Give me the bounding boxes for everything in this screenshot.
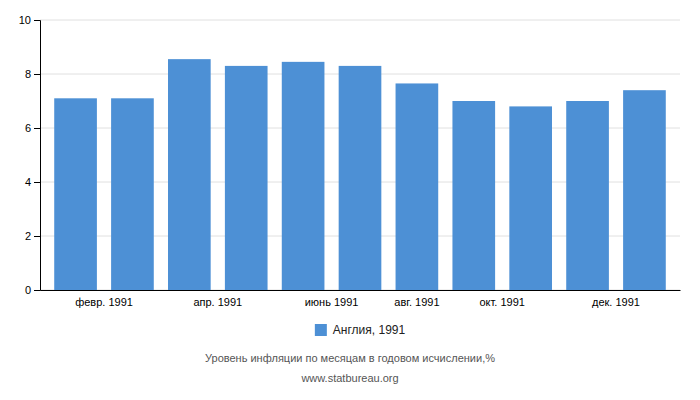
bar (111, 98, 154, 290)
bar (452, 101, 495, 290)
bars (54, 59, 666, 290)
bar (566, 101, 609, 290)
bar (339, 66, 382, 290)
x-tick-label: окт. 1991 (479, 296, 524, 308)
y-tick-label: 0 (25, 284, 31, 296)
x-tick-label: апр. 1991 (193, 296, 242, 308)
bar (168, 59, 211, 290)
y-tick: 2 (25, 230, 40, 242)
bar-series (54, 59, 666, 290)
x-tick: авг. 1991 (394, 296, 439, 308)
x-tick-label: авг. 1991 (394, 296, 439, 308)
bar (396, 83, 439, 290)
bar (54, 98, 97, 290)
x-tick: апр. 1991 (193, 296, 242, 308)
grid (40, 20, 680, 290)
x-tick: дек. 1991 (592, 296, 640, 308)
chart: февр. 1991 апр. 1991 июнь 1991 авг. 1991 окт… (0, 0, 700, 400)
y-tick-label: 4 (25, 176, 31, 188)
bar (509, 106, 552, 290)
grid-line (40, 20, 680, 21)
x-axis-line (41, 290, 681, 291)
y-axis: 0 2 4 6 8 10 (19, 14, 41, 296)
y-tick-mark (34, 290, 40, 291)
legend-item: Англия, 1991 (315, 323, 406, 337)
y-tick-mark (34, 236, 40, 237)
bar (282, 62, 325, 290)
y-tick: 8 (25, 68, 40, 80)
x-axis-title: Уровень инфляции по месяцам в годовом ис… (205, 352, 495, 364)
legend: Англия, 1991 (315, 323, 406, 337)
bar (623, 90, 666, 290)
annotation: www.statbureau.org (300, 372, 398, 384)
x-tick-label: июнь 1991 (305, 296, 359, 308)
legend-label: Англия, 1991 (333, 323, 406, 337)
x-tick: июнь 1991 (305, 296, 359, 308)
x-tick: окт. 1991 (479, 296, 524, 308)
y-tick-label: 6 (25, 122, 31, 134)
legend-swatch (315, 324, 327, 336)
y-tick-mark (34, 128, 40, 129)
x-tick-label: февр. 1991 (75, 296, 133, 308)
y-axis-line (34, 21, 41, 291)
y-tick: 4 (25, 176, 40, 188)
y-tick: 10 (19, 14, 40, 26)
y-tick-mark (34, 74, 40, 75)
y-tick-mark (34, 20, 40, 21)
x-tick-label: дек. 1991 (592, 296, 640, 308)
y-tick-label: 8 (25, 68, 31, 80)
x-tick: февр. 1991 (75, 296, 133, 308)
x-axis: февр. 1991 апр. 1991 июнь 1991 авг. 1991 окт… (41, 291, 681, 308)
y-tick: 6 (25, 122, 40, 134)
y-tick-mark (34, 182, 40, 183)
y-tick: 0 (25, 284, 40, 296)
y-tick-label: 2 (25, 230, 31, 242)
y-tick-label: 10 (19, 14, 31, 26)
bar (225, 66, 268, 290)
